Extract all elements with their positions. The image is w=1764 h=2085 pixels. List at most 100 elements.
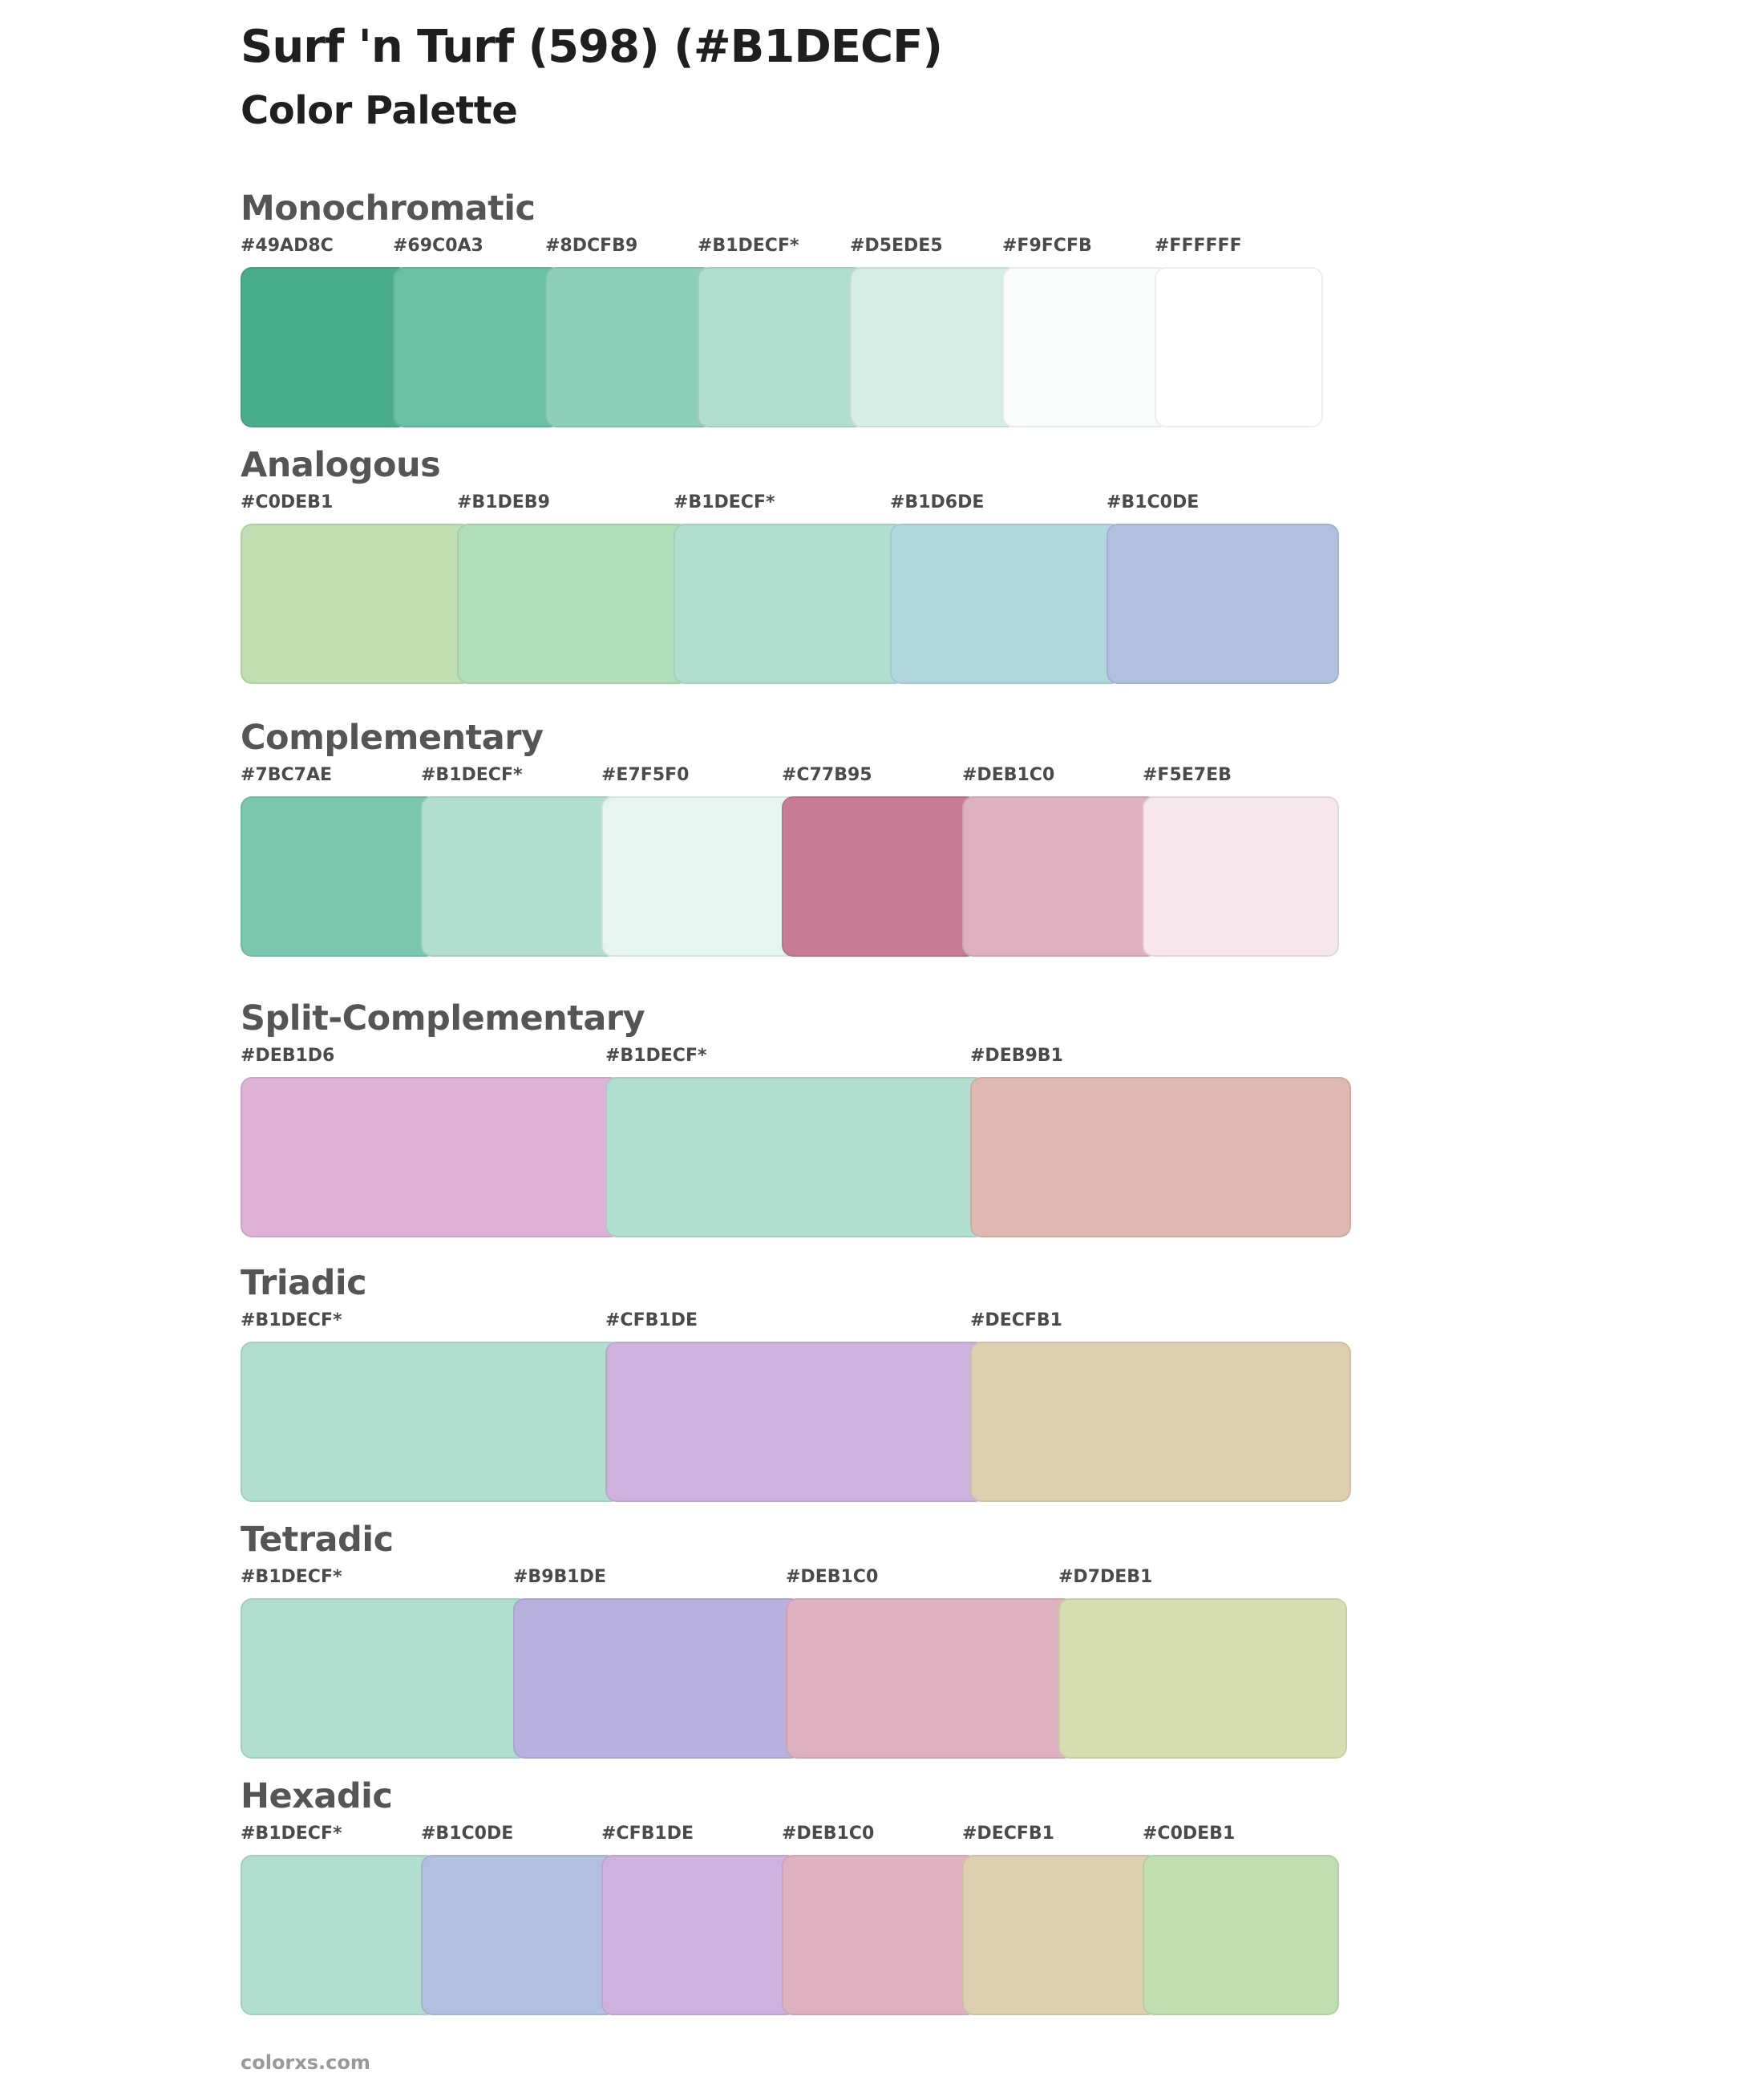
swatch-color-block[interactable] <box>782 796 978 957</box>
swatch-hex-label: #B1C0DE <box>421 1824 514 1844</box>
swatch-hex-label: #49AD8C <box>241 236 334 256</box>
color-swatch[interactable]: #D5EDE5 <box>850 235 1018 427</box>
swatch-hex-label: #FFFFFF <box>1155 236 1242 256</box>
section-heading: Hexadic <box>241 1776 393 1816</box>
swatch-hex-label: #B1D6DE <box>890 492 985 512</box>
color-swatch[interactable]: #69C0A3 <box>393 235 561 427</box>
color-swatch[interactable]: #DEB1C0 <box>962 764 1159 957</box>
swatch-color-block[interactable] <box>962 796 1159 957</box>
swatch-color-block[interactable] <box>890 524 1123 684</box>
swatch-color-block[interactable] <box>241 1342 621 1502</box>
swatch-color-block[interactable] <box>1143 1855 1339 2015</box>
page-subtitle: Color Palette <box>241 88 518 133</box>
color-swatch[interactable]: #DEB9B1 <box>970 1045 1351 1237</box>
swatch-hex-label: #B1DECF* <box>421 765 523 785</box>
color-swatch[interactable]: #B1C0DE <box>1107 492 1339 684</box>
section-heading: Complementary <box>241 718 544 758</box>
swatch-color-block[interactable] <box>1143 796 1339 957</box>
color-swatch[interactable]: #CFB1DE <box>601 1823 798 2015</box>
swatch-color-block[interactable] <box>241 267 409 427</box>
color-swatch[interactable]: #B1D6DE <box>890 492 1123 684</box>
color-swatch[interactable]: #7BC7AE <box>241 764 437 957</box>
color-swatch[interactable]: #E7F5F0 <box>601 764 798 957</box>
swatch-hex-label: #D7DEB1 <box>1058 1567 1153 1587</box>
swatch-color-block[interactable] <box>1155 267 1323 427</box>
swatch-color-block[interactable] <box>601 796 798 957</box>
swatch-color-block[interactable] <box>513 1598 802 1759</box>
swatch-color-block[interactable] <box>421 796 617 957</box>
swatch-color-block[interactable] <box>545 267 714 427</box>
color-swatch[interactable]: #D7DEB1 <box>1058 1566 1347 1759</box>
color-swatch[interactable]: #DEB1D6 <box>241 1045 621 1237</box>
color-swatch[interactable]: #CFB1DE <box>605 1310 986 1502</box>
color-swatch[interactable]: #49AD8C <box>241 235 409 427</box>
color-swatch[interactable]: #C77B95 <box>782 764 978 957</box>
color-swatch[interactable]: #B1DECF* <box>698 235 866 427</box>
swatch-hex-label: #CFB1DE <box>601 1824 694 1844</box>
swatch-color-block[interactable] <box>1002 267 1171 427</box>
color-swatch[interactable]: #DECFB1 <box>970 1310 1351 1502</box>
color-swatch[interactable]: #C0DEB1 <box>241 492 473 684</box>
swatch-color-block[interactable] <box>605 1077 986 1237</box>
swatch-color-block[interactable] <box>393 267 561 427</box>
swatch-hex-label: #B1DECF* <box>241 1310 342 1330</box>
swatch-color-block[interactable] <box>421 1855 617 2015</box>
section-heading: Tetradic <box>241 1520 394 1560</box>
swatch-color-block[interactable] <box>1107 524 1339 684</box>
swatch-color-block[interactable] <box>962 1855 1159 2015</box>
color-swatch[interactable]: #DEB1C0 <box>786 1566 1074 1759</box>
swatch-hex-label: #C0DEB1 <box>241 492 334 512</box>
swatch-color-block[interactable] <box>241 524 473 684</box>
swatch-hex-label: #8DCFB9 <box>545 236 638 256</box>
swatch-hex-label: #B1C0DE <box>1107 492 1200 512</box>
color-swatch[interactable]: #F5E7EB <box>1143 764 1339 957</box>
swatch-color-block[interactable] <box>786 1598 1074 1759</box>
swatch-hex-label: #DEB1C0 <box>962 765 1055 785</box>
section-heading: Analogous <box>241 445 441 485</box>
swatch-color-block[interactable] <box>605 1342 986 1502</box>
swatch-color-block[interactable] <box>674 524 906 684</box>
color-swatch[interactable]: #C0DEB1 <box>1143 1823 1339 2015</box>
swatch-color-block[interactable] <box>782 1855 978 2015</box>
color-swatch[interactable]: #B9B1DE <box>513 1566 802 1759</box>
swatch-color-block[interactable] <box>970 1077 1351 1237</box>
swatch-hex-label: #DECFB1 <box>962 1824 1054 1844</box>
color-swatch[interactable]: #B1DEB9 <box>457 492 690 684</box>
color-swatch[interactable]: #B1DECF* <box>241 1823 437 2015</box>
color-swatch[interactable]: #B1DECF* <box>421 764 617 957</box>
swatch-hex-label: #F9FCFB <box>1002 236 1092 256</box>
color-swatch[interactable]: #DECFB1 <box>962 1823 1159 2015</box>
color-swatch[interactable]: #B1DECF* <box>605 1045 986 1237</box>
swatch-color-block[interactable] <box>241 796 437 957</box>
swatch-color-block[interactable] <box>601 1855 798 2015</box>
swatch-hex-label: #D5EDE5 <box>850 236 943 256</box>
swatch-hex-label: #B1DECF* <box>241 1567 342 1587</box>
section-heading: Split-Complementary <box>241 998 645 1038</box>
swatch-color-block[interactable] <box>457 524 690 684</box>
swatch-color-block[interactable] <box>850 267 1018 427</box>
color-swatch[interactable]: #B1DECF* <box>674 492 906 684</box>
swatch-color-block[interactable] <box>241 1077 621 1237</box>
color-swatch[interactable]: #FFFFFF <box>1155 235 1323 427</box>
color-swatch[interactable]: #8DCFB9 <box>545 235 714 427</box>
swatch-color-block[interactable] <box>970 1342 1351 1502</box>
swatch-hex-label: #DEB1C0 <box>786 1567 879 1587</box>
swatch-hex-label: #DECFB1 <box>970 1310 1062 1330</box>
swatch-color-block[interactable] <box>698 267 866 427</box>
swatch-hex-label: #B1DECF* <box>674 492 775 512</box>
swatch-color-block[interactable] <box>241 1855 437 2015</box>
color-swatch[interactable]: #B1DECF* <box>241 1566 529 1759</box>
page-title: Surf 'n Turf (598) (#B1DECF) <box>241 21 943 73</box>
swatch-color-block[interactable] <box>1058 1598 1347 1759</box>
footer-site-name[interactable]: colorxs.com <box>241 2051 370 2074</box>
swatch-hex-label: #C0DEB1 <box>1143 1824 1236 1844</box>
swatch-color-block[interactable] <box>241 1598 529 1759</box>
swatch-hex-label: #B9B1DE <box>513 1567 606 1587</box>
color-swatch[interactable]: #F9FCFB <box>1002 235 1171 427</box>
swatch-hex-label: #DEB9B1 <box>970 1046 1063 1066</box>
swatch-hex-label: #E7F5F0 <box>601 765 690 785</box>
color-swatch[interactable]: #B1DECF* <box>241 1310 621 1502</box>
color-swatch[interactable]: #B1C0DE <box>421 1823 617 2015</box>
swatch-hex-label: #69C0A3 <box>393 236 483 256</box>
color-swatch[interactable]: #DEB1C0 <box>782 1823 978 2015</box>
